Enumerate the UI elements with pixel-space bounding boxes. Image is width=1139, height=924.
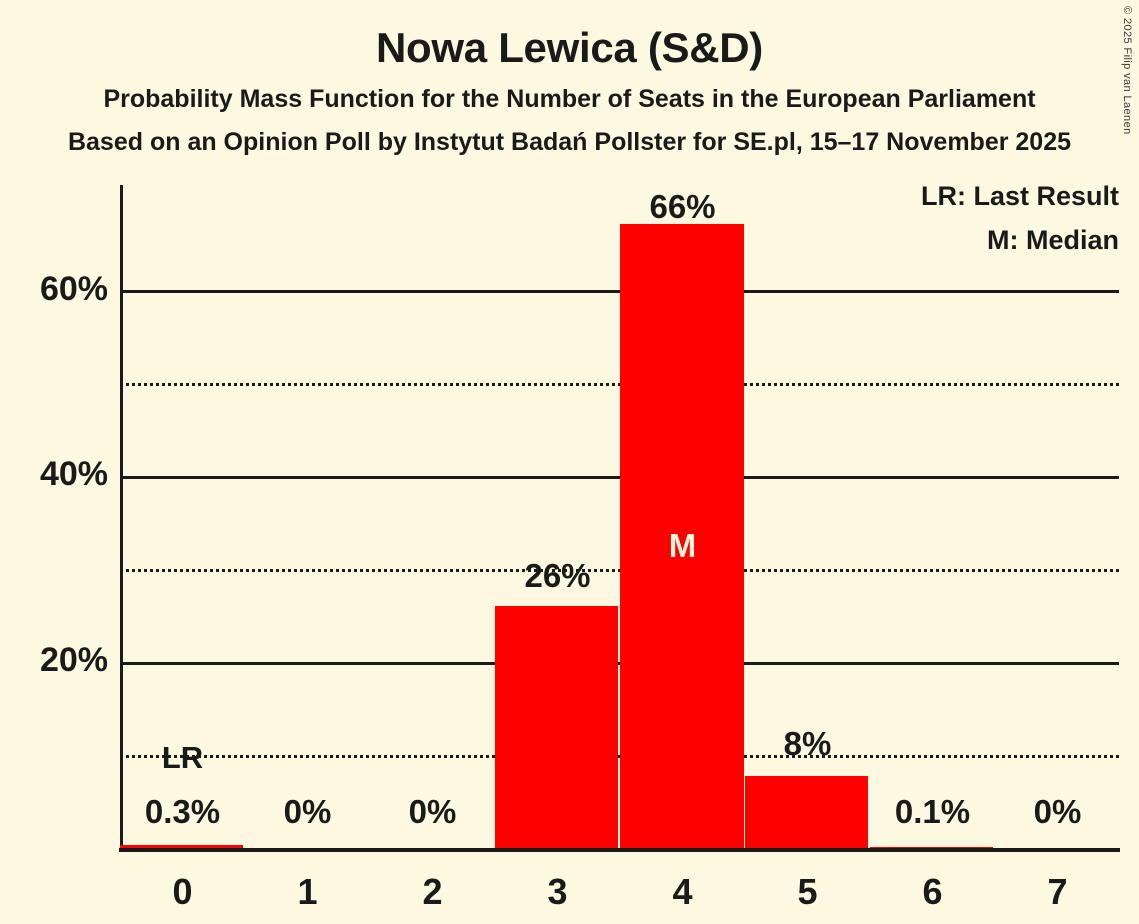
bar-value-5: 8%	[783, 725, 832, 762]
y-tick-label-40: 40%	[39, 455, 108, 493]
plot-area	[120, 185, 1119, 848]
bar-value-0: 0.3%	[144, 793, 221, 830]
bar-seats-3	[495, 606, 618, 848]
bar-seats-0	[120, 845, 243, 848]
x-tick-label-2: 2	[422, 871, 443, 912]
gridline-10	[120, 755, 1119, 758]
title-block: Nowa Lewica (S&D) Probability Mass Funct…	[0, 0, 1139, 156]
x-tick-label-1: 1	[297, 871, 318, 912]
bar-seats-6	[870, 847, 993, 848]
gridline-50	[120, 383, 1119, 386]
median-marker: M	[668, 527, 697, 564]
legend-median: M: Median	[987, 225, 1119, 255]
bar-value-2: 0%	[408, 793, 457, 830]
last-result-marker: LR	[161, 740, 204, 775]
gridline-60	[120, 290, 1119, 293]
bar-value-3: 26%	[524, 557, 591, 594]
gridline-40	[120, 476, 1119, 479]
copyright-notice: © 2025 Filip van Laenen	[1121, 6, 1133, 135]
x-tick-label-6: 6	[922, 871, 943, 912]
x-tick-label-7: 7	[1047, 871, 1068, 912]
chart-subtitle: Probability Mass Function for the Number…	[103, 85, 1036, 114]
y-axis-line	[120, 185, 123, 850]
bar-seats-5	[745, 776, 868, 848]
x-tick-label-5: 5	[797, 871, 818, 912]
bar-value-7: 0%	[1033, 793, 1082, 830]
x-axis-line	[119, 848, 1120, 852]
gridline-20	[120, 662, 1119, 665]
chart-title: Nowa Lewica (S&D)	[376, 24, 763, 71]
bar-value-1: 0%	[283, 793, 332, 830]
y-tick-label-20: 20%	[39, 641, 108, 679]
chart-source-line: Based on an Opinion Poll by Instytut Bad…	[67, 128, 1072, 157]
legend-last-result: LR: Last Result	[920, 181, 1119, 211]
y-tick-label-60: 60%	[39, 270, 108, 308]
bar-value-4: 66%	[649, 188, 716, 225]
bar-value-6: 0.1%	[894, 793, 971, 830]
x-tick-label-0: 0	[172, 871, 193, 912]
gridline-30	[120, 569, 1119, 572]
bar-seats-4	[620, 224, 744, 848]
x-tick-label-4: 4	[672, 871, 693, 912]
x-tick-label-3: 3	[547, 871, 568, 912]
chart-legend: LR: Last Result M: Median	[921, 183, 1119, 254]
